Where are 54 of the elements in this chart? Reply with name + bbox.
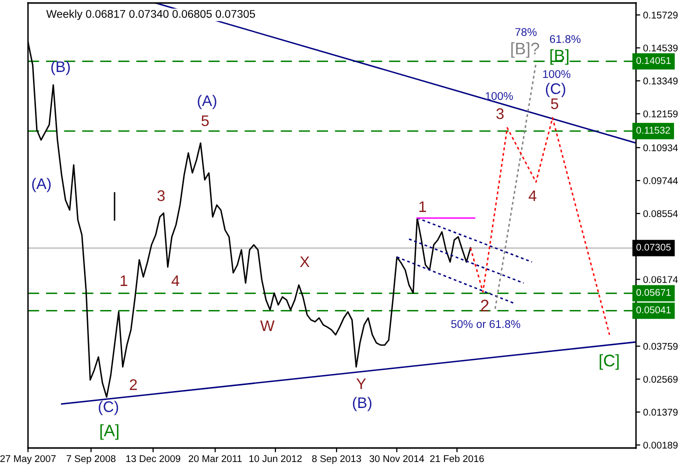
- y-tick-label: 0.09744: [643, 177, 678, 184]
- annotation: 100%: [543, 70, 570, 78]
- annotation: 3: [157, 190, 165, 202]
- x-tick-label: 10 Jun 2012: [249, 455, 302, 462]
- annotation: (C): [546, 82, 566, 98]
- annotation: 2: [130, 379, 137, 390]
- annotation: [B]?: [511, 42, 540, 58]
- annotation: 4: [528, 190, 536, 201]
- annotation: 1: [419, 201, 426, 212]
- y-tick-label: 0.10934: [643, 144, 678, 152]
- ref-line-label: 0.05041: [636, 306, 671, 314]
- y-tick-label: 0.12159: [643, 110, 678, 118]
- x-tick-label: 7 Sep 2008: [66, 455, 116, 464]
- y-tick-label: 0.00189: [643, 442, 678, 449]
- y-tick-label: 0.02569: [643, 376, 678, 383]
- annotation: (C): [98, 400, 118, 416]
- annotation: 5: [201, 115, 209, 126]
- annotation: (A): [198, 94, 216, 110]
- annotation: [B]: [550, 49, 568, 65]
- text: Weekly 0.06817 0.07340 0.06805 0.07305: [46, 10, 256, 20]
- y-tick-label: 0.08554: [643, 210, 678, 218]
- ref-line-label: 0.11532: [636, 126, 670, 134]
- y-tick-label: 0.14539: [643, 44, 678, 52]
- ref-line-label: 0.07305: [636, 244, 671, 251]
- annotation: Y: [356, 378, 366, 389]
- y-tick-label: 0.06174: [643, 276, 678, 283]
- annotation: (A): [32, 178, 51, 192]
- annotation: 50% or 61.8%: [451, 320, 520, 328]
- y-tick-label: 0.13349: [643, 78, 678, 84]
- annotation: [A]: [100, 424, 118, 440]
- annotation: 78%: [515, 28, 537, 36]
- y-tick-label: 0.15729: [643, 12, 678, 19]
- annotation: (B): [51, 60, 70, 76]
- y-tick-label: 0.03759: [643, 342, 678, 350]
- x-tick-label: 30 Nov 2014: [370, 455, 424, 462]
- ref-line-label: 0.05671: [636, 289, 671, 296]
- x-tick-label: 27 May 2007: [0, 455, 56, 464]
- x-tick-label: 20 Mar 2011: [188, 455, 242, 462]
- x-tick-label: 13 Dec 2009: [126, 455, 180, 462]
- annotation: 1: [120, 275, 128, 286]
- y-tick-label: 0.01379: [643, 408, 678, 416]
- x-tick-label: 21 Feb 2016: [430, 454, 484, 462]
- annotation: 61.8%: [550, 35, 581, 43]
- annotation: 100%: [486, 92, 513, 100]
- x-tick-label: 8 Sep 2013: [312, 455, 362, 464]
- annotation: X: [300, 256, 310, 267]
- annotation: 2: [480, 300, 489, 312]
- annotation: 3: [496, 108, 504, 120]
- annotation: 4: [172, 275, 180, 286]
- annotation: W: [260, 320, 275, 331]
- annotation: [C]: [600, 354, 619, 370]
- annotation: (B): [352, 396, 372, 412]
- ref-line-label: 0.14051: [636, 57, 671, 64]
- annotation: 5: [550, 98, 558, 110]
